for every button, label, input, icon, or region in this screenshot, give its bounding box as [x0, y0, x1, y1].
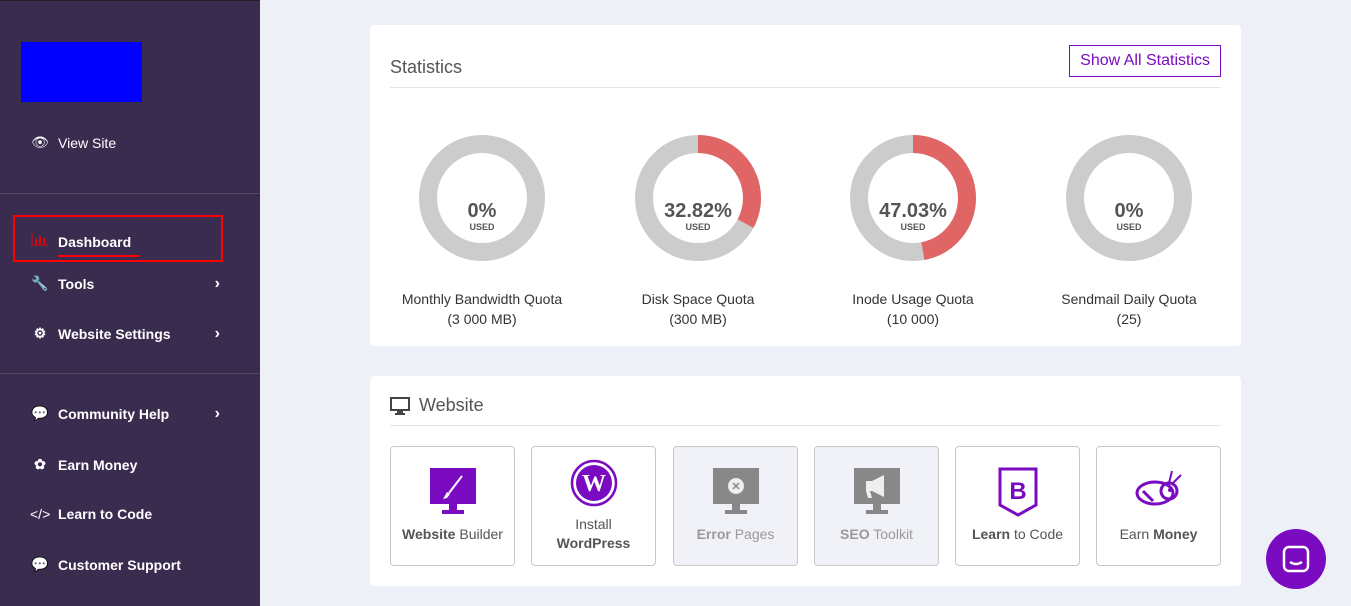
- tile-learn-to-code[interactable]: B Learn to Code: [955, 446, 1080, 566]
- divider: [390, 87, 1221, 88]
- donut-free-arc: [419, 135, 545, 261]
- quota-gauge: 47.03% USED Inode Usage Quota (10 000): [813, 133, 1013, 329]
- gauge-used-label: USED: [469, 222, 495, 232]
- donut-free-arc: [1066, 135, 1192, 261]
- chat-bubble-icon: 💬: [31, 556, 49, 572]
- gauge-name: Monthly Bandwidth Quota: [401, 291, 563, 307]
- tile-earn-money[interactable]: Earn Money: [1096, 446, 1221, 566]
- sidebar: 👁 View Site Dashboard 🔧 Tools › ⚙ Website Se…: [0, 0, 260, 606]
- show-all-statistics-button[interactable]: Show All Statistics: [1069, 45, 1221, 77]
- gauge-percent: 47.03%: [879, 200, 947, 222]
- chat-icon: [1282, 545, 1310, 573]
- sidebar-item-tools[interactable]: 🔧 Tools ›: [31, 274, 220, 292]
- comments-icon: 💬: [31, 405, 49, 421]
- gauge-percent: 0%: [467, 200, 497, 222]
- monitor-icon: [390, 396, 410, 415]
- gauge-name: Inode Usage Quota: [852, 291, 974, 307]
- quota-gauge: 32.82% USED Disk Space Quota (300 MB): [598, 133, 798, 329]
- gauge-used-label: USED: [1116, 222, 1142, 232]
- sidebar-item-community-help[interactable]: 💬 Community Help ›: [31, 404, 220, 422]
- bee-icon: [1135, 470, 1182, 506]
- statistics-card: Statistics Show All Statistics 0% USED M…: [370, 25, 1241, 346]
- website-card: Website Website Builder W Install WordPre…: [370, 376, 1241, 586]
- donut-used-arc: [850, 135, 976, 261]
- svg-text:W: W: [582, 471, 606, 497]
- donut-chart: [850, 135, 976, 261]
- tile-seo-toolkit[interactable]: SEO Toolkit: [814, 446, 939, 566]
- wrench-icon: 🔧: [31, 275, 49, 291]
- chevron-right-icon: ›: [214, 404, 220, 422]
- active-highlight: [13, 215, 223, 262]
- tile-install-wordpress[interactable]: W Install WordPress: [531, 446, 656, 566]
- sidebar-item-customer-support[interactable]: 💬 Customer Support: [31, 556, 181, 573]
- donut-chart: [1066, 135, 1192, 261]
- view-site-link[interactable]: 👁 View Site: [31, 134, 117, 151]
- divider: [0, 373, 260, 374]
- sidebar-item-website-settings[interactable]: ⚙ Website Settings ›: [30, 325, 220, 342]
- error-pages-icon: [712, 468, 759, 514]
- gauge-limit: (3 000 MB): [447, 311, 517, 327]
- quota-gauge: 0% USED Sendmail Daily Quota (25): [1029, 133, 1229, 329]
- donut-used-arc: [635, 135, 761, 261]
- website-title: Website: [390, 395, 484, 416]
- gauge-limit: (10 000): [886, 311, 940, 327]
- donut-chart: [419, 135, 545, 261]
- sidebar-item-learn-to-code[interactable]: </> Learn to Code: [30, 506, 153, 522]
- divider: [0, 193, 260, 194]
- gauge-limit: (300 MB): [669, 311, 727, 327]
- gear-icon: ⚙: [33, 325, 47, 341]
- money-icon: ✿: [34, 456, 46, 472]
- seo-megaphone-icon: [853, 468, 900, 514]
- logo[interactable]: [21, 42, 142, 102]
- divider: [390, 425, 1221, 426]
- tile-website-builder[interactable]: Website Builder: [390, 446, 515, 566]
- gauge-used-label: USED: [900, 222, 926, 232]
- bar-chart-icon: [30, 232, 50, 249]
- eye-icon: 👁: [31, 134, 49, 150]
- sidebar-item-dashboard[interactable]: Dashboard: [30, 224, 220, 257]
- statistics-title: Statistics: [390, 57, 463, 77]
- code-icon: </>: [30, 506, 51, 522]
- chevron-right-icon: ›: [214, 274, 220, 292]
- quota-gauge: 0% USED Monthly Bandwidth Quota (3 000 MB…: [382, 133, 582, 329]
- gauge-limit: (25): [1116, 311, 1142, 327]
- gauge-name: Disk Space Quota: [641, 291, 755, 307]
- donut-chart: [635, 135, 761, 261]
- wordpress-icon: W: [570, 459, 617, 507]
- chat-widget-button[interactable]: [1266, 529, 1326, 589]
- gauge-percent: 0%: [1114, 200, 1144, 222]
- gauge-used-label: USED: [685, 222, 711, 232]
- sidebar-item-earn-money[interactable]: ✿ Earn Money: [30, 456, 220, 473]
- gauge-percent: 32.82%: [664, 200, 732, 222]
- website-builder-icon: [429, 468, 476, 514]
- gauge-name: Sendmail Daily Quota: [1061, 291, 1197, 307]
- svg-text:B: B: [1009, 478, 1026, 505]
- tile-error-pages[interactable]: Error Pages: [673, 446, 798, 566]
- bootstrap-shield-icon: B: [998, 467, 1037, 517]
- chevron-right-icon: ›: [214, 324, 220, 342]
